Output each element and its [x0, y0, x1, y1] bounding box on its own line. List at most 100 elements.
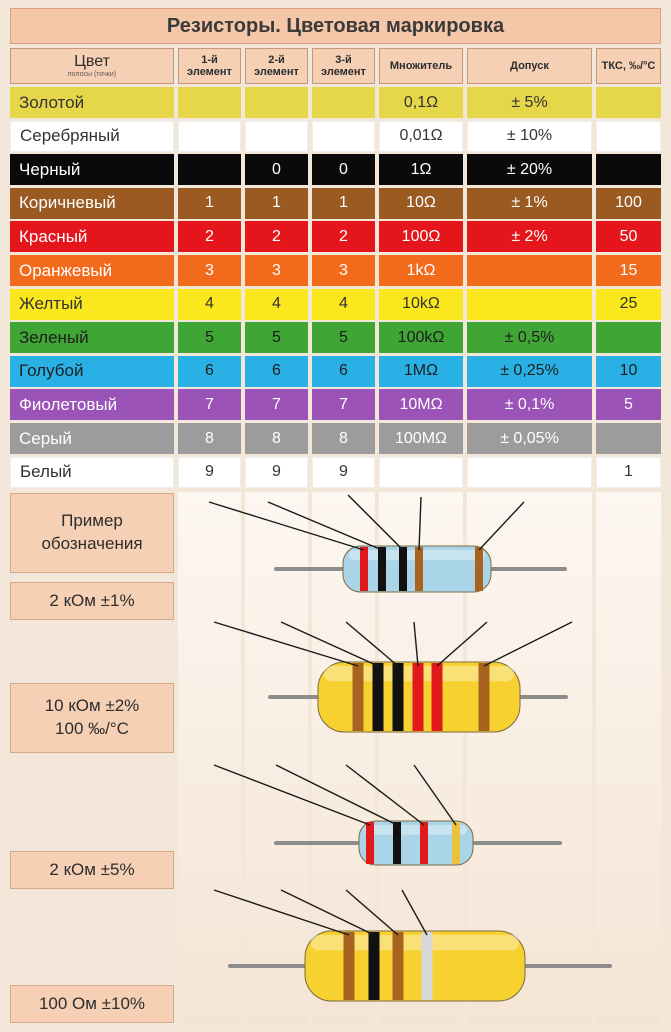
resistor-band: [412, 663, 424, 731]
color-name-cell: Серебряный: [10, 120, 174, 152]
pointer-line: [213, 889, 350, 936]
pointer-line: [436, 621, 488, 667]
table-cell-mult: 100MΩ: [379, 423, 463, 454]
resistor-band: [360, 547, 368, 591]
resistor-body: [358, 820, 474, 866]
pointer-line: [267, 501, 383, 551]
pointer-line: [213, 621, 359, 667]
column-header-label: Цвет: [74, 53, 110, 71]
resistor-band: [372, 663, 384, 731]
color-name-cell: Голубой: [10, 355, 174, 387]
column-header-0: Цвет полосы (точки): [10, 48, 174, 84]
table-cell-d1: 5: [178, 322, 241, 354]
table-cell-d2: 2: [245, 221, 308, 253]
column-header-sublabel: полосы (точки): [67, 70, 117, 78]
table-cell-mult: 0,01Ω: [379, 120, 463, 152]
example-label-4: 100 Ом ±10%: [10, 985, 174, 1023]
column-header-label: 1-й элемент: [187, 53, 232, 78]
pointer-line: [345, 764, 425, 826]
pointer-line: [418, 496, 422, 551]
table-cell-tks: 5: [596, 389, 661, 421]
table-cell-tks: [596, 120, 661, 152]
column-header-3: 3-й элемент: [312, 48, 375, 84]
resistor-band: [368, 932, 380, 1000]
resistor-band: [421, 932, 433, 1000]
column-header-1: 1-й элемент: [178, 48, 241, 84]
color-name-cell: Оранжевый: [10, 255, 174, 286]
table-cell-tks: 25: [596, 288, 661, 320]
example-label-1: 2 кОм ±1%: [10, 582, 174, 620]
table-cell-mult: 1kΩ: [379, 255, 463, 286]
resistor-highlight: [311, 935, 519, 951]
resistor-band: [452, 822, 460, 864]
table-cell-d1: 9: [178, 456, 241, 488]
table-cell-tks: [596, 423, 661, 454]
pointer-line: [347, 494, 404, 551]
table-cell-tol: ± 1%: [467, 187, 592, 219]
pointer-line: [345, 621, 399, 667]
pointer-line: [208, 501, 365, 551]
column-header-label: Множитель: [389, 59, 453, 72]
table-cell-tks: [596, 87, 661, 118]
table-cell-d3: 8: [312, 423, 375, 454]
color-name-cell: Зеленый: [10, 322, 174, 354]
table-cell-tks: [596, 154, 661, 186]
table-cell-d2: 1: [245, 187, 308, 219]
table-cell-d3: 7: [312, 389, 375, 421]
table-cell-d1: 4: [178, 288, 241, 320]
column-header-label: 2-й элемент: [254, 53, 299, 78]
table-cell-d2: 4: [245, 288, 308, 320]
column-header-5: Допуск: [467, 48, 592, 84]
color-name-cell: Серый: [10, 423, 174, 454]
resistor-band: [420, 822, 428, 864]
example-caption: Пример обозначения: [10, 493, 174, 573]
table-cell-tol: [467, 255, 592, 286]
column-header-2: 2-й элемент: [245, 48, 308, 84]
pointer-line: [413, 764, 457, 826]
example-column-background: [596, 492, 661, 1030]
pointer-line: [483, 621, 573, 667]
color-name-cell: Красный: [10, 221, 174, 253]
table-cell-d1: 8: [178, 423, 241, 454]
table-cell-d2: 9: [245, 456, 308, 488]
color-name-cell: Желтый: [10, 288, 174, 320]
table-cell-mult: [379, 456, 463, 488]
table-cell-d2: 5: [245, 322, 308, 354]
table-cell-tks: 100: [596, 187, 661, 219]
table-cell-d3: 6: [312, 355, 375, 387]
table-cell-mult: 10kΩ: [379, 288, 463, 320]
table-cell-d3: 9: [312, 456, 375, 488]
table-cell-d3: 1: [312, 187, 375, 219]
table-cell-tks: 15: [596, 255, 661, 286]
table-cell-tks: 50: [596, 221, 661, 253]
table-cell-d2: [245, 120, 308, 152]
pointer-line: [280, 621, 379, 667]
example-label-2: 10 кОм ±2% 100 ‰/°С: [10, 683, 174, 753]
color-name-cell: Черный: [10, 154, 174, 186]
column-header-6: ТКС, ‰/°С: [596, 48, 661, 84]
table-cell-d3: 0: [312, 154, 375, 186]
table-cell-d3: 3: [312, 255, 375, 286]
table-cell-mult: 10Ω: [379, 187, 463, 219]
resistor-band: [431, 663, 443, 731]
resistor-band: [478, 663, 490, 731]
resistor-band: [366, 822, 374, 864]
column-header-label: ТКС, ‰/°С: [601, 59, 656, 72]
table-cell-d2: 7: [245, 389, 308, 421]
table-cell-mult: 1MΩ: [379, 355, 463, 387]
table-cell-d3: [312, 120, 375, 152]
column-header-label: 3-й элемент: [321, 53, 366, 78]
resistor-body: [304, 930, 526, 1002]
table-cell-d1: [178, 120, 241, 152]
table-cell-tol: ± 0,1%: [467, 389, 592, 421]
table-cell-d1: 3: [178, 255, 241, 286]
resistor-band: [352, 663, 364, 731]
column-header-4: Множитель: [379, 48, 463, 84]
table-cell-mult: 100kΩ: [379, 322, 463, 354]
color-name-cell: Коричневый: [10, 187, 174, 219]
resistor-band: [415, 547, 423, 591]
resistor-band: [343, 932, 355, 1000]
table-cell-tol: ± 0,05%: [467, 423, 592, 454]
example-column-background: [178, 492, 241, 1030]
